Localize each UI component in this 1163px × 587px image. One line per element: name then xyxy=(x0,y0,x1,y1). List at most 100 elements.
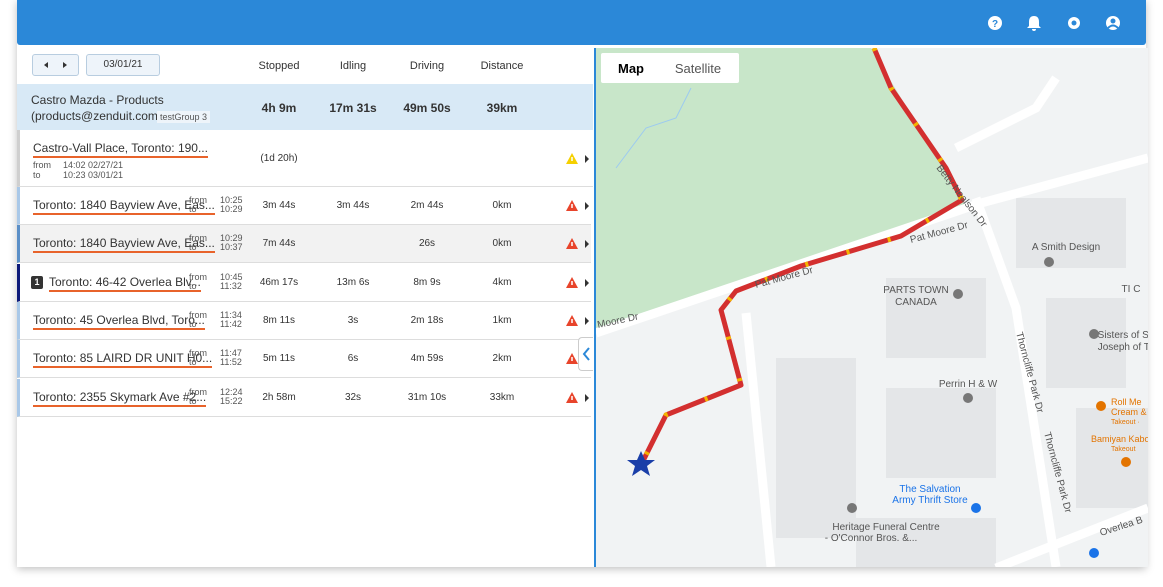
column-header: Distance xyxy=(480,60,524,72)
column-header: Idling xyxy=(339,60,367,72)
trip-value: 46m 17s xyxy=(259,276,299,288)
vehicle-email: (products@zenduit.com) xyxy=(31,109,162,123)
from-time: 12:24 xyxy=(220,386,243,397)
date-button[interactable]: 03/01/21 xyxy=(86,54,160,76)
bell-icon[interactable] xyxy=(1027,16,1041,31)
trip-panel: 03/01/21 Stopped Idling Driving Distance Cas… xyxy=(17,48,593,567)
from-label: from xyxy=(189,195,207,205)
status-icon xyxy=(565,276,591,293)
place-label: PARTS TOWN xyxy=(883,285,948,296)
trip-row: Toronto: 45 Overlea Blvd, Toro... from to 1… xyxy=(17,301,591,340)
trip-value: 6s xyxy=(347,353,359,365)
trip-value: 3m 44s xyxy=(262,200,296,211)
to-label: to xyxy=(189,357,197,368)
stop-badge: 1 xyxy=(31,275,43,289)
place-link: Toronto: 46-42 Overlea Blv... xyxy=(49,275,201,292)
column-header: Stopped xyxy=(258,60,300,72)
trip-row: Toronto: 1840 Bayview Ave, Eas... from to 1… xyxy=(17,225,591,264)
from-time: 10:29 xyxy=(220,233,243,244)
place-label: Roll Me xyxy=(1111,397,1142,407)
place-link: Toronto: 2355 Skymark Ave #2... xyxy=(33,390,207,407)
place-link: Toronto: 1840 Bayview Ave, Eas... xyxy=(33,198,215,215)
summary-value: 4h 9m xyxy=(261,101,297,115)
place-label: Cream & xyxy=(1111,407,1147,417)
trip-value: 2m 44s xyxy=(410,200,444,211)
vehicle-name: Castro Mazda - Products xyxy=(31,93,164,107)
trip-value: 31m 10s xyxy=(407,391,447,403)
from-label: from xyxy=(189,271,207,282)
column-header: Driving xyxy=(409,60,445,72)
place-label: TI C xyxy=(1122,284,1141,295)
map-tab[interactable]: Satellite xyxy=(675,61,721,76)
place-label: - O'Connor Bros. &... xyxy=(825,533,918,544)
place-link: Castro-Vall Place, Toronto: 190... xyxy=(33,141,208,158)
from-time: 11:34 xyxy=(220,309,242,320)
trip-value: 33km xyxy=(489,391,515,403)
place-label: Joseph of To xyxy=(1098,342,1148,353)
place-label: Sisters of St. xyxy=(1098,330,1148,341)
trip-value: 2m 18s xyxy=(410,314,444,326)
top-bar: ? xyxy=(17,0,1146,45)
trip-value: 3m 44s xyxy=(336,200,370,211)
trip-row: Toronto: 1840 Bayview Ave, Eas... from to 1… xyxy=(17,187,591,225)
to-label: to xyxy=(189,395,197,406)
collapse-button[interactable] xyxy=(578,337,593,371)
to-time: 10:23 03/01/21 xyxy=(63,170,124,180)
to-label: to xyxy=(33,170,41,180)
to-label: to xyxy=(189,242,197,253)
svg-text:?: ? xyxy=(992,19,998,30)
help-icon[interactable] xyxy=(988,16,1002,30)
status-icon xyxy=(565,237,591,254)
from-label: from xyxy=(189,386,207,397)
to-time: 11:32 xyxy=(220,280,242,291)
to-time: 15:22 xyxy=(220,395,243,406)
map-tab[interactable]: Map xyxy=(618,61,644,76)
app: ? 03/01/21 Stopped Idling Driving Distance C… xyxy=(17,0,1148,567)
trip-value: 0km xyxy=(492,200,512,211)
map: Betty Nealson Dr Pat Moore Dr Pat Moore … xyxy=(594,48,1148,567)
place-label: Takeout · xyxy=(1111,419,1140,426)
trip-value: 13m 6s xyxy=(336,276,370,288)
place-label: The Salvation xyxy=(899,484,960,495)
trip-value: 1km xyxy=(492,314,512,326)
trip-value: 8m 9s xyxy=(413,276,441,288)
to-time: 11:52 xyxy=(220,357,242,368)
status-icon xyxy=(565,314,591,331)
map-canvas: Betty Nealson Dr Pat Moore Dr Pat Moore … xyxy=(596,48,1148,567)
place-link: Toronto: 1840 Bayview Ave, Eas... xyxy=(33,236,215,254)
to-label: to xyxy=(189,204,197,214)
to-label: to xyxy=(189,318,197,329)
stopped-value: (1d 20h) xyxy=(260,153,298,164)
trip-row: Castro-Vall Place, Toronto: 190... from to… xyxy=(17,130,593,187)
place-label: Heritage Funeral Centre xyxy=(832,522,940,533)
top-icons: ? xyxy=(988,16,1120,31)
from-label: from xyxy=(189,348,207,359)
from-time: 14:02 02/27/21 xyxy=(63,160,124,170)
place-label: A Smith Design xyxy=(1032,242,1100,253)
summary-row: Castro Mazda - Products (products@zenduit… xyxy=(17,84,593,130)
summary-value: 49m 50s xyxy=(403,101,451,115)
to-time: 10:29 xyxy=(220,204,243,214)
place-link: Toronto: 45 Overlea Blvd, Toro... xyxy=(33,313,205,330)
place-label: Perrin H & W xyxy=(939,379,998,390)
from-time: 11:47 xyxy=(220,348,242,359)
place-label: Bamiyan Kabob xyxy=(1091,434,1148,444)
to-time: 11:42 xyxy=(220,318,242,329)
status-icon xyxy=(565,391,591,408)
from-label: from xyxy=(189,309,207,320)
trip-row: 1 Toronto: 46-42 Overlea Blv... from to 10:4… xyxy=(17,263,591,302)
place-label: Army Thrift Store xyxy=(892,495,968,506)
from-time: 10:25 xyxy=(220,195,243,205)
trip-value: 2km xyxy=(492,353,512,365)
trip-row: Toronto: 2355 Skymark Ave #2... from to 12:… xyxy=(17,378,591,417)
summary-value: 39km xyxy=(486,101,518,115)
trip-value: 4m 59s xyxy=(410,353,444,365)
place-label: Takeout xyxy=(1111,446,1136,453)
map-type-control xyxy=(601,53,739,83)
status-icon xyxy=(565,152,591,169)
to-time: 10:37 xyxy=(220,242,243,253)
nav-buttons[interactable] xyxy=(32,54,79,76)
group-tag: testGroup 3 xyxy=(157,111,211,123)
trip-value: 0km xyxy=(492,238,512,250)
